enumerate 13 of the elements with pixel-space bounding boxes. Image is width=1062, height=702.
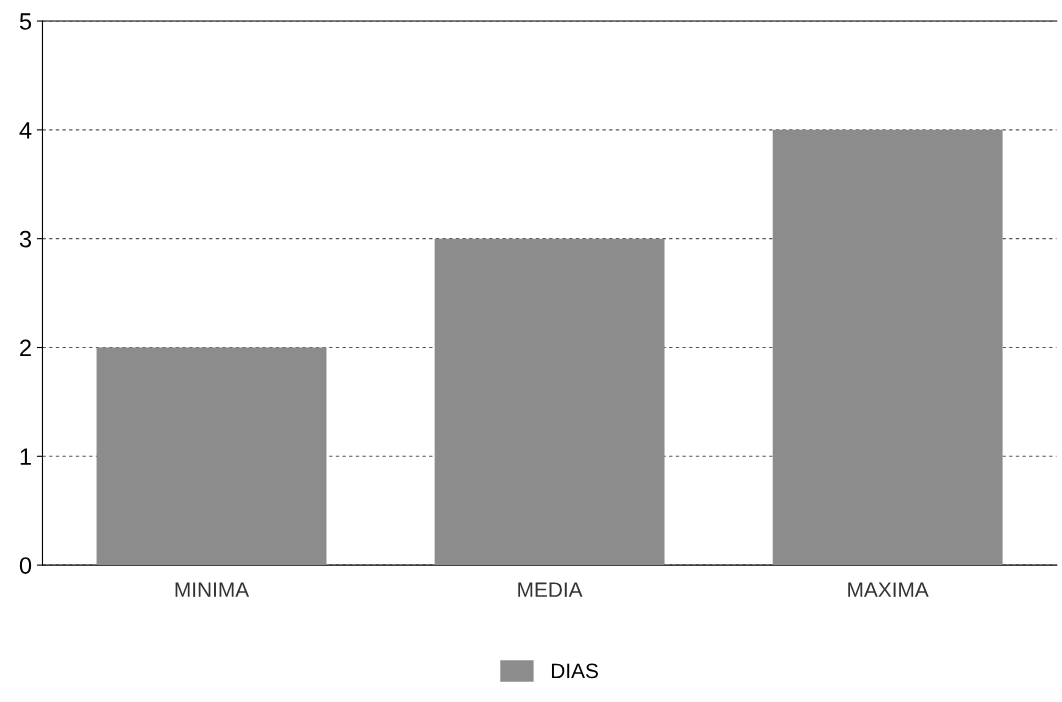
x-tick-label: MINIMA	[175, 582, 250, 597]
x-tick-label: MAXIMA	[848, 582, 929, 597]
y-tick-label: 1	[20, 448, 31, 465]
y-tick-label: 5	[19, 13, 32, 30]
y-tick-label: 4	[19, 122, 32, 139]
x-tick-label: MEDIA	[518, 582, 583, 597]
bar	[96, 347, 327, 566]
legend-label: DIAS	[551, 663, 598, 679]
y-tick-label: 2	[20, 339, 31, 357]
bar	[434, 238, 665, 566]
bar	[772, 129, 1003, 566]
y-tick-label: 0	[19, 557, 32, 574]
y-tick-label: 3	[19, 230, 32, 248]
